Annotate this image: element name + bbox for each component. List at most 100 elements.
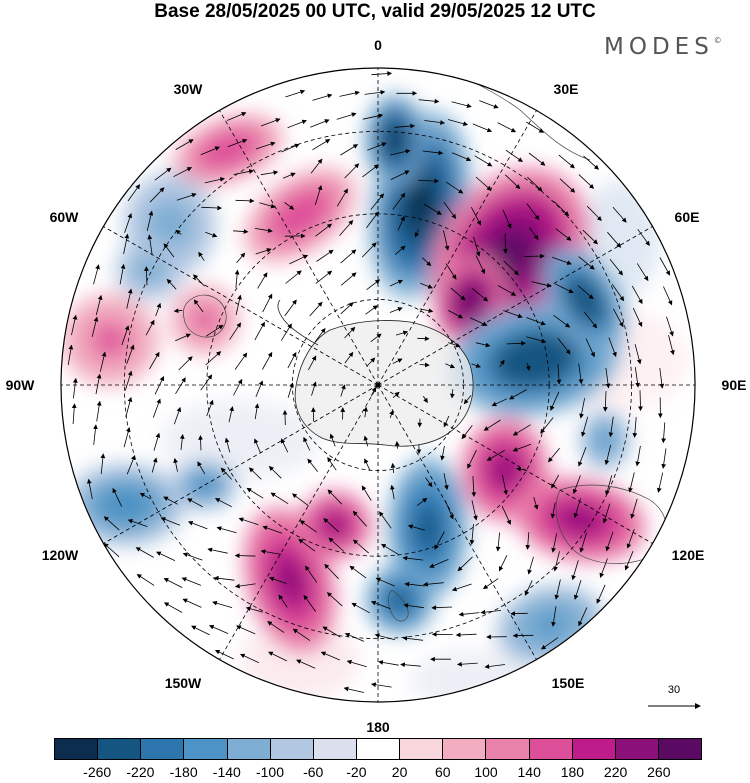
wind-arrow (151, 457, 158, 473)
wind-arrow (586, 205, 602, 221)
wind-arrow (291, 493, 309, 507)
wind-arrow (482, 578, 499, 590)
colorbar-swatch-12 (572, 739, 616, 759)
wind-arrow (455, 632, 477, 638)
wind-arrow (661, 422, 666, 444)
colorbar-tick-label: 220 (603, 764, 628, 780)
wind-arrow (457, 556, 473, 572)
wind-arrow (512, 443, 532, 452)
wind-arrow (632, 307, 643, 328)
wind-arrow (571, 560, 579, 581)
wind-arrow (260, 549, 282, 555)
map-disk (61, 68, 695, 702)
wind-arrow (135, 547, 154, 558)
wind-arrow (402, 555, 424, 561)
wind-arrow (365, 305, 378, 315)
wind-arrow (470, 207, 482, 226)
wind-arrow (366, 211, 379, 229)
wind-arrow (389, 307, 403, 313)
wind-arrow (86, 478, 93, 500)
wind-arrow (235, 198, 255, 204)
wind-arrow (123, 427, 131, 448)
wind-arrow (448, 310, 464, 319)
wind-arrow (663, 286, 673, 306)
wind-arrow (233, 229, 249, 234)
colorbar-swatch-9 (443, 739, 487, 759)
wind-arrow (505, 174, 521, 190)
wind-arrow (445, 363, 456, 369)
wind-arrow (506, 340, 526, 346)
wind-arrow (220, 467, 232, 480)
wind-arrow (187, 498, 203, 508)
wind-arrow (553, 201, 570, 217)
wind-arrow (447, 342, 461, 348)
label-120e: 120E (672, 547, 705, 563)
wind-arrow (267, 621, 285, 633)
wind-arrow (255, 248, 272, 255)
wind-arrow (443, 230, 450, 251)
wind-arrow (193, 274, 205, 287)
wind-arrow (390, 462, 396, 473)
wind-arrow (394, 441, 400, 449)
wind-arrow (364, 458, 371, 471)
wind-arrow (475, 176, 492, 191)
wind-arrow (390, 149, 411, 156)
wind-arrow (303, 594, 317, 612)
wind-arrow (175, 377, 186, 395)
wind-arrow (255, 380, 264, 398)
wind-arrow (445, 181, 464, 194)
wind-arrow (126, 288, 133, 309)
wind-arrow (239, 653, 259, 664)
wind-arrow (339, 90, 360, 97)
wind-arrow (495, 532, 501, 552)
wind-arrow (147, 234, 153, 256)
colorbar-swatch-0 (55, 739, 99, 759)
wind-arrow (582, 229, 598, 245)
wind-arrow (205, 231, 218, 238)
wind-arrow (431, 605, 453, 611)
wind-arrow (299, 520, 317, 533)
wind-arrow (423, 581, 444, 587)
wind-arrow (527, 556, 534, 575)
label-150e: 150E (552, 675, 585, 691)
wind-arrow (626, 528, 635, 549)
wind-arrow (182, 598, 202, 608)
wind-arrow (503, 310, 523, 319)
wind-arrow (144, 266, 149, 286)
anomaly-pos-160w (325, 515, 345, 535)
wind-arrow (280, 323, 292, 341)
anomaly-neg-140e (535, 614, 565, 636)
wind-arrow (656, 472, 664, 493)
wind-arrow (551, 606, 557, 627)
wind-arrow (370, 386, 377, 397)
wind-arrow (471, 287, 489, 302)
wind-arrow (349, 565, 367, 579)
wind-arrow (298, 538, 316, 552)
wind-arrow (363, 435, 369, 447)
wind-arrow (103, 516, 120, 531)
colorbar-tick-label: -180 (169, 764, 198, 780)
anomaly-neg-60w (157, 211, 183, 239)
wind-arrow (631, 285, 643, 305)
anomaly-pos-40e (488, 231, 532, 279)
wind-arrow (227, 112, 247, 121)
wind-arrow (612, 206, 627, 223)
colorbar-tick-label: -140 (212, 764, 241, 780)
wind-arrow (419, 362, 430, 368)
wind-arrow (524, 253, 545, 259)
brand-name: MODES (604, 34, 714, 60)
wind-arrow (418, 98, 440, 104)
wind-arrow (608, 416, 614, 438)
wind-arrow (449, 389, 455, 399)
wind-arrow (583, 311, 598, 329)
wind-arrow (329, 433, 336, 447)
wind-arrow (154, 167, 172, 181)
wind-arrow (394, 123, 416, 129)
wind-arrow (461, 425, 473, 440)
wind-arrow (71, 403, 77, 425)
wind-arrow (479, 100, 499, 109)
wind-arrow (423, 203, 442, 215)
meridian-line (219, 384, 379, 660)
wind-arrow (547, 447, 560, 463)
wind-arrow (551, 533, 558, 553)
